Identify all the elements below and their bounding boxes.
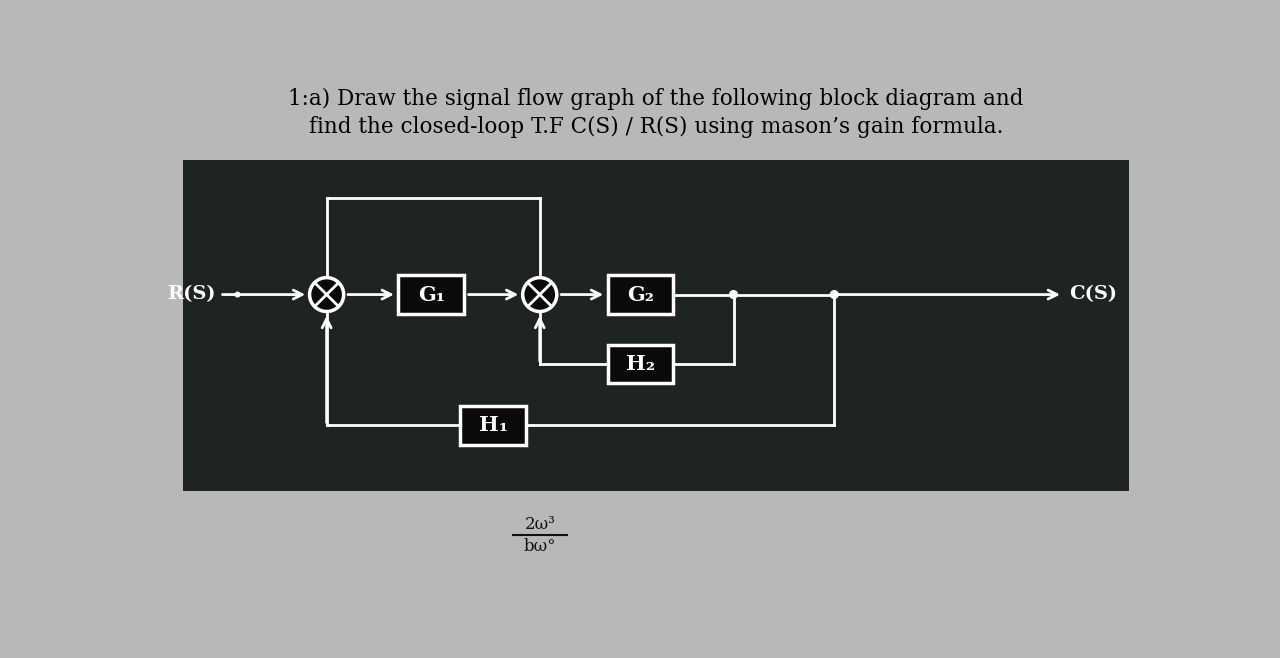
- Circle shape: [522, 278, 557, 311]
- Text: H₁: H₁: [479, 415, 508, 436]
- Circle shape: [831, 291, 838, 299]
- Text: 1:a) Draw the signal flow graph of the following block diagram and: 1:a) Draw the signal flow graph of the f…: [288, 88, 1024, 111]
- Bar: [608, 275, 673, 314]
- Text: G₁: G₁: [417, 284, 444, 305]
- Text: find the closed-loop T.F C(S) / R(S) using mason’s gain formula.: find the closed-loop T.F C(S) / R(S) usi…: [308, 116, 1004, 138]
- Text: 2ω³: 2ω³: [525, 517, 556, 533]
- Bar: [608, 345, 673, 383]
- Bar: [461, 406, 526, 445]
- Circle shape: [730, 291, 737, 299]
- Circle shape: [236, 292, 239, 297]
- Text: H₂: H₂: [626, 354, 655, 374]
- Text: R(S): R(S): [168, 286, 216, 303]
- Text: G₂: G₂: [627, 284, 654, 305]
- Bar: [398, 275, 465, 314]
- Bar: [183, 160, 1129, 491]
- Text: C(S): C(S): [1069, 286, 1117, 303]
- Circle shape: [310, 278, 343, 311]
- Text: bω°: bω°: [524, 538, 556, 555]
